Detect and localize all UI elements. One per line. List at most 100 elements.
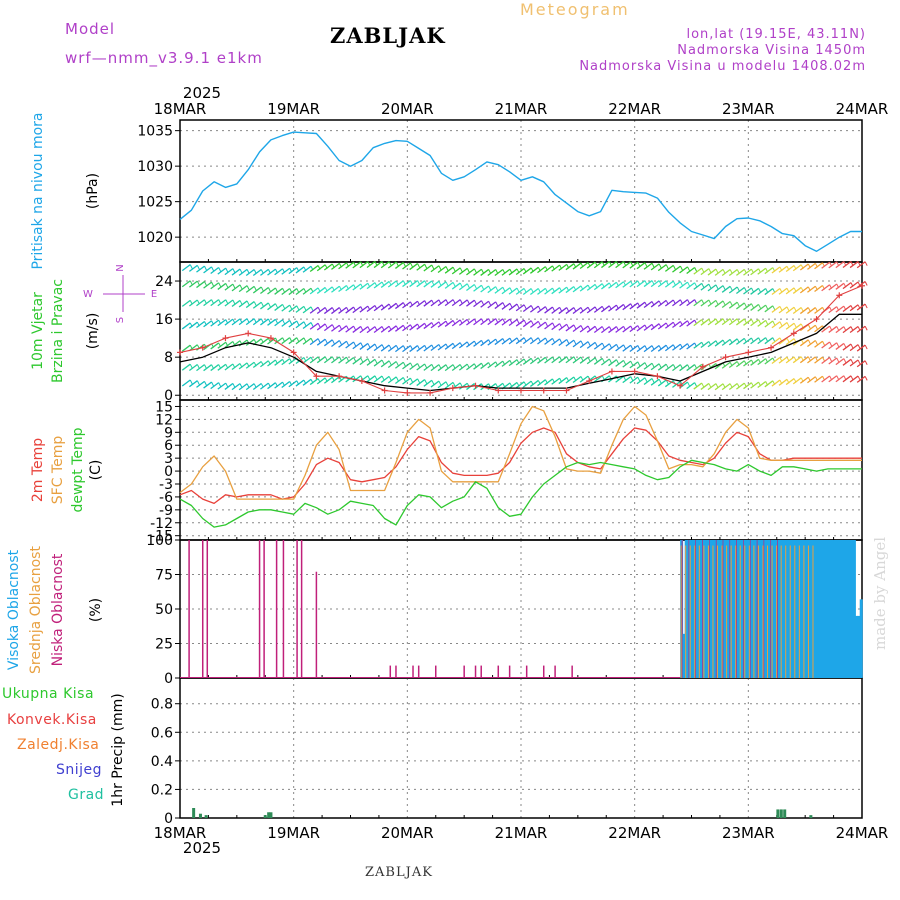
high-cloud-bar bbox=[832, 540, 836, 678]
wind-barb bbox=[309, 306, 319, 314]
wind-barb bbox=[750, 268, 759, 276]
wind-barb-flag bbox=[424, 379, 428, 384]
wind-barb bbox=[650, 344, 660, 352]
high-cloud-bar bbox=[809, 540, 813, 678]
wind-barb-flag bbox=[388, 376, 392, 381]
wind-barb bbox=[487, 286, 497, 294]
wind-barb bbox=[551, 338, 561, 346]
wind-barb bbox=[764, 380, 774, 388]
y-tick-label: 1020 bbox=[137, 230, 173, 246]
wind-barb-flag bbox=[495, 301, 499, 307]
wind-barb bbox=[593, 283, 603, 291]
wind-barb bbox=[224, 363, 234, 371]
wind-barb bbox=[267, 318, 276, 326]
wind-barb bbox=[664, 264, 674, 272]
wind-barb bbox=[515, 358, 525, 366]
wind-barb bbox=[323, 263, 333, 271]
wind-barb bbox=[828, 325, 838, 333]
wind-barb-flag bbox=[459, 267, 463, 273]
wind-barb bbox=[757, 319, 767, 327]
wind-barb-flag bbox=[417, 263, 421, 268]
high-cloud-bar bbox=[827, 540, 831, 678]
wind-barb bbox=[395, 324, 404, 332]
wind-barb bbox=[387, 261, 397, 269]
wind-barb bbox=[764, 357, 774, 365]
wind-barb bbox=[331, 340, 340, 348]
wind-barb-flag bbox=[672, 265, 676, 270]
wind-barb bbox=[302, 378, 312, 386]
wind-barb bbox=[267, 303, 276, 311]
wind-barb bbox=[466, 318, 475, 326]
high-cloud-bar bbox=[800, 540, 804, 678]
wind-barb bbox=[657, 344, 667, 352]
wind-barb bbox=[792, 264, 802, 272]
high-cloud-bar bbox=[736, 540, 740, 678]
high-cloud-bar bbox=[852, 540, 856, 678]
time-tick-bottom: 23MAR bbox=[722, 824, 775, 842]
year-bottom: 2025 bbox=[183, 839, 221, 857]
wind-barb-flag bbox=[225, 299, 229, 304]
wind-barb bbox=[835, 261, 845, 269]
wind-barb bbox=[686, 342, 696, 350]
wind-barb bbox=[679, 381, 688, 389]
wind-barb-flag bbox=[843, 375, 847, 380]
wind-barb bbox=[409, 263, 418, 271]
y-tick-label: 25 bbox=[155, 637, 173, 653]
high-cloud-bar bbox=[786, 540, 790, 678]
wind-barb bbox=[437, 320, 447, 328]
wind-barb-flag bbox=[417, 378, 421, 384]
wind-barb bbox=[643, 323, 653, 331]
y-tick-label: -9 bbox=[159, 503, 173, 519]
wind-barb bbox=[515, 287, 525, 295]
wind-barb-flag bbox=[303, 337, 307, 343]
wind-barb bbox=[487, 318, 497, 326]
wind-barb bbox=[593, 375, 603, 383]
wind-barb bbox=[828, 283, 838, 291]
wind-barb bbox=[373, 375, 383, 383]
wind-barb-flag bbox=[608, 343, 612, 348]
wind-barb-flag bbox=[296, 305, 300, 311]
wind-barb bbox=[210, 382, 220, 390]
wind-barb-flag bbox=[275, 303, 278, 308]
wind-barb bbox=[466, 284, 475, 292]
wind-barb bbox=[380, 325, 390, 333]
wind-barb bbox=[565, 356, 575, 364]
wind-barb-flag bbox=[836, 326, 840, 331]
y-tick-label: 0.8 bbox=[151, 697, 173, 713]
wind-barb bbox=[366, 375, 376, 383]
compass-s: S bbox=[115, 317, 126, 323]
wind-barb bbox=[352, 342, 362, 350]
wind-barb bbox=[373, 261, 383, 269]
wind-barb bbox=[615, 281, 625, 289]
wind-barb-flag bbox=[204, 265, 207, 271]
precip-bar bbox=[198, 813, 202, 818]
wind-barb-flag bbox=[665, 264, 669, 269]
wind-barb bbox=[743, 268, 752, 276]
wind-barb bbox=[430, 280, 440, 288]
wind-barb-flag bbox=[687, 266, 691, 272]
wind-barb bbox=[636, 301, 646, 309]
wind-barb-flag bbox=[232, 383, 236, 388]
high-cloud-bar bbox=[791, 540, 795, 678]
precip-bar bbox=[263, 815, 267, 818]
wind-barb bbox=[771, 337, 781, 345]
high-cloud-bar bbox=[768, 540, 772, 678]
wind-barb-flag bbox=[353, 357, 357, 362]
wind-barb-flag bbox=[388, 360, 392, 366]
wind-barb-flag bbox=[296, 320, 300, 326]
wind-barb-flag bbox=[864, 344, 868, 350]
wind-barb bbox=[181, 344, 191, 352]
wind-barb-flag bbox=[786, 337, 790, 343]
wind-barb bbox=[522, 320, 532, 328]
precip-bar bbox=[776, 809, 780, 818]
wind-barb-flag bbox=[374, 375, 378, 381]
wind-barb bbox=[551, 356, 561, 364]
wind-barb-flag bbox=[232, 268, 236, 273]
wind-barb bbox=[842, 343, 852, 351]
wind-barb bbox=[402, 280, 411, 288]
wind-barb-flag bbox=[701, 283, 705, 288]
wind-barb bbox=[537, 337, 546, 345]
wind-barb bbox=[487, 301, 497, 309]
wind-barb-flag bbox=[239, 268, 243, 274]
wind-barb bbox=[338, 325, 347, 333]
